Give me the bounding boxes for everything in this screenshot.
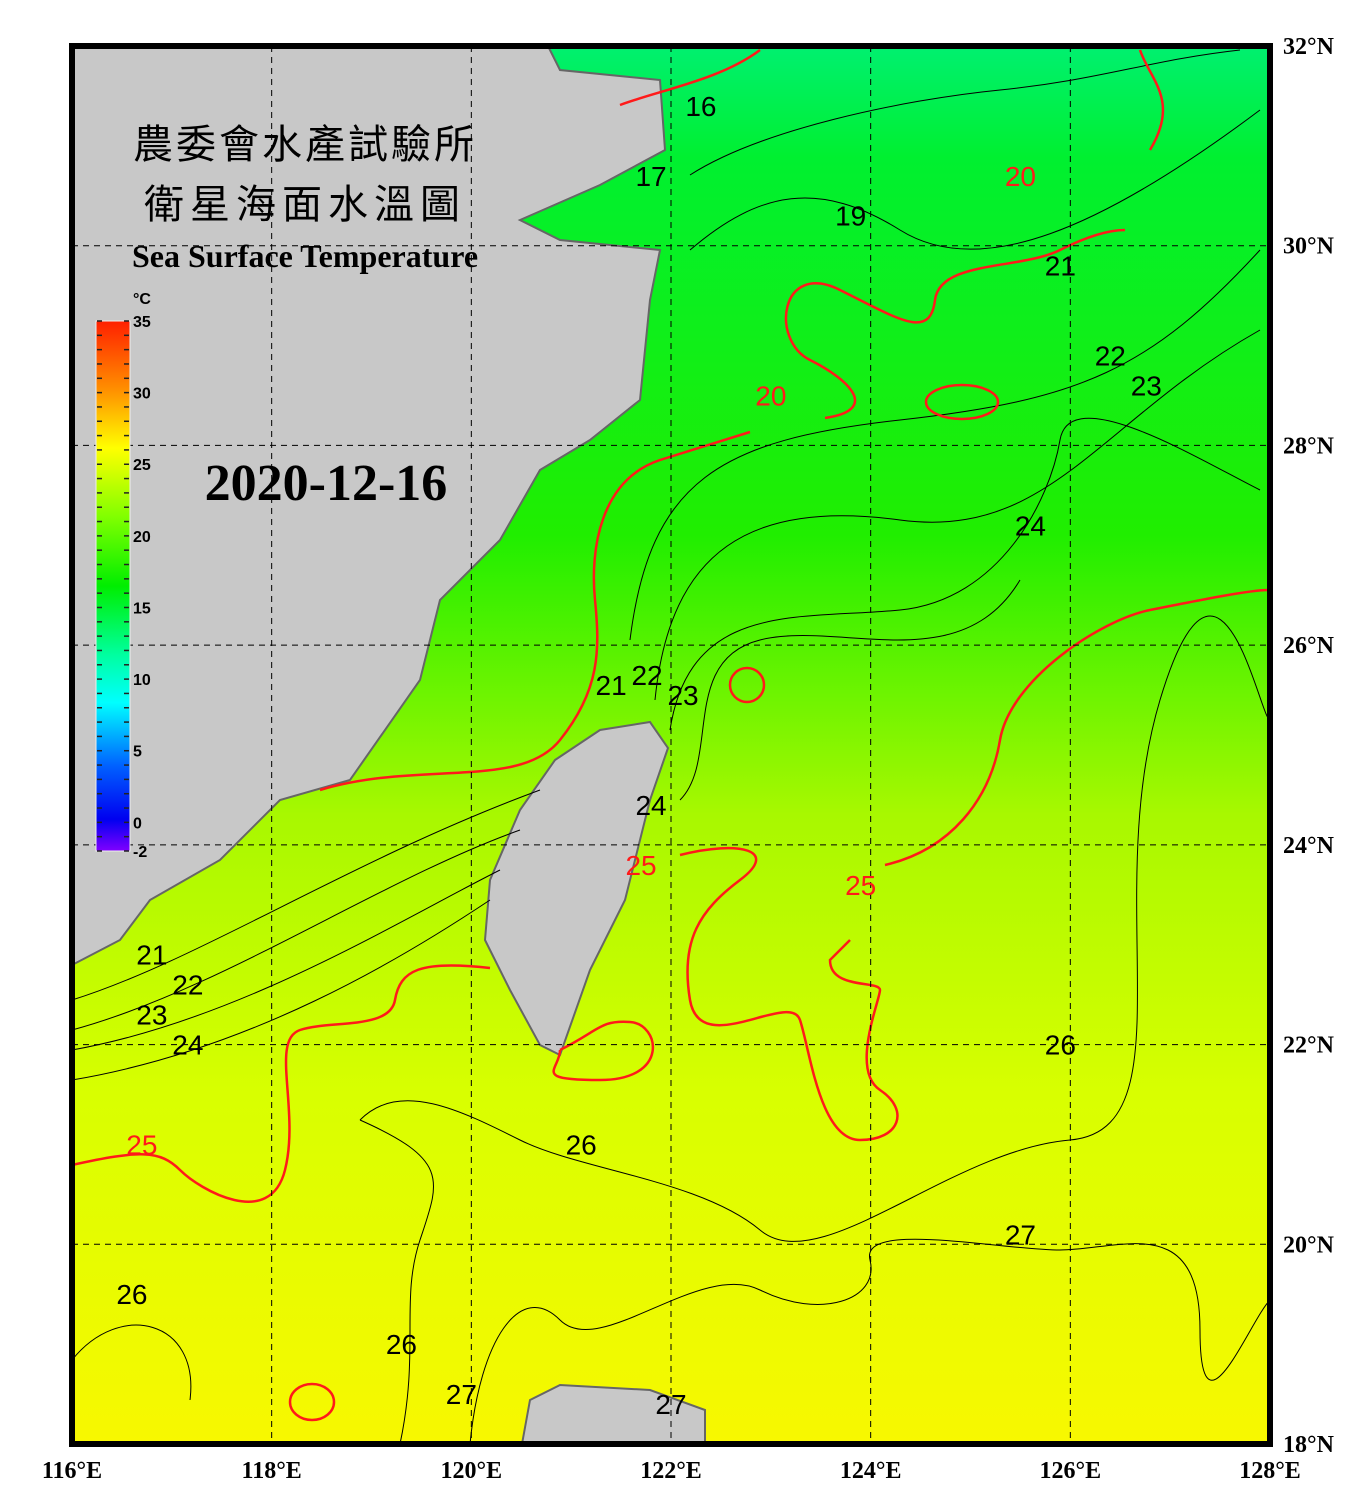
contour-line-20	[924, 383, 1000, 421]
contour-label: 27	[1005, 1219, 1036, 1250]
contour-line-25	[288, 1382, 336, 1422]
contour-line	[669, 417, 1261, 731]
lon-label: 120°E	[441, 1458, 503, 1484]
lat-label: 24°N	[1283, 833, 1335, 859]
lon-label: 122°E	[640, 1458, 702, 1484]
contour-label: 21	[1045, 251, 1076, 282]
colorbar-tick-label: 35	[133, 314, 151, 331]
contour-line	[71, 869, 501, 1051]
contour-line	[359, 615, 1271, 1242]
contour-line	[71, 1324, 192, 1401]
contour-line	[689, 109, 1261, 251]
contour-line-20	[784, 228, 1126, 420]
graticule	[72, 46, 1270, 1444]
lon-label: 126°E	[1040, 1458, 1102, 1484]
contour-line	[654, 329, 1261, 701]
contour-label: 23	[136, 1000, 167, 1031]
colorbar-tick-label: -2	[133, 844, 147, 861]
contour-label: 23	[1131, 371, 1162, 402]
contour-label: 24	[1015, 510, 1046, 541]
contour-label: 25	[625, 850, 656, 881]
colorbar-tick-label: 30	[133, 386, 151, 403]
contour-line-25	[679, 846, 899, 1142]
lat-label: 26°N	[1283, 633, 1335, 659]
colorbar-tick-label: 5	[133, 744, 142, 761]
contour-line	[679, 579, 1021, 801]
contour-label: 22	[1095, 341, 1126, 372]
contour-label: 19	[835, 201, 866, 232]
contour-line	[629, 249, 1261, 641]
colorbar-tick-label: 15	[133, 600, 151, 617]
contour-label: 24	[635, 790, 666, 821]
contour-label: 27	[655, 1389, 686, 1420]
contour-line	[71, 899, 491, 1081]
contour-label: 22	[631, 660, 662, 691]
contour-label: 25	[126, 1129, 157, 1160]
contour-line-20	[619, 48, 761, 107]
contour-line	[469, 1238, 1271, 1445]
map-frame	[69, 43, 1273, 1447]
lon-label: 124°E	[840, 1458, 902, 1484]
contour-label: 17	[635, 161, 666, 192]
colorbar-unit: °C	[133, 291, 151, 308]
colorbar-gradient	[95, 320, 131, 852]
contour-label: 23	[667, 680, 698, 711]
contour-line	[71, 789, 541, 1001]
contour-label: 21	[596, 670, 627, 701]
contour-label: 26	[1045, 1030, 1076, 1061]
contour-label: 16	[685, 91, 716, 122]
colorbar-tick-label: 10	[133, 672, 151, 689]
contour-label: 20	[1005, 161, 1036, 192]
title-chinese-line2: 衛星海面水溫圖	[144, 182, 466, 228]
lon-label: 118°E	[242, 1458, 302, 1484]
title-english: Sea Surface Temperature	[132, 238, 478, 274]
contour-line	[71, 829, 521, 1031]
contour-line	[689, 49, 1241, 176]
lat-label: 28°N	[1283, 433, 1335, 459]
contour-line	[359, 1119, 435, 1445]
land-china	[71, 45, 667, 967]
land-taiwan	[483, 720, 670, 1057]
contour-label: 27	[446, 1379, 477, 1410]
lat-label: 20°N	[1283, 1232, 1335, 1258]
lat-label: 30°N	[1283, 234, 1335, 260]
contour-label: 21	[136, 940, 167, 971]
contour-line-20	[1138, 49, 1165, 151]
contour-line-20	[319, 430, 751, 792]
colorbar-tick-label: 20	[133, 529, 151, 546]
title-chinese-line1: 農委會水產試驗所	[133, 122, 477, 168]
lon-label: 128°E	[1239, 1458, 1301, 1484]
contour-line-25	[884, 588, 1269, 867]
contour-label: 26	[566, 1129, 597, 1160]
colorbar-tick-label: 25	[133, 457, 151, 474]
contour-label: 22	[172, 970, 203, 1001]
contour-label: 25	[845, 870, 876, 901]
contour-line-25	[552, 1020, 655, 1082]
lat-label: 32°N	[1283, 34, 1335, 60]
contour-label: 20	[755, 380, 786, 411]
lat-label: 18°N	[1283, 1432, 1335, 1458]
date-label: 2020-12-16	[205, 455, 448, 512]
contour-line-25	[728, 666, 766, 704]
contour-line-25	[71, 964, 491, 1203]
lon-label: 116°E	[42, 1458, 102, 1484]
colorbar: °C 35 30 25 20 15 10 5 0 -2	[95, 291, 151, 861]
colorbar-tick-label: 0	[133, 815, 142, 832]
contour-label: 26	[116, 1279, 147, 1310]
contour-label: 26	[386, 1329, 417, 1360]
contour-label: 24	[172, 1030, 203, 1061]
lat-label: 22°N	[1283, 1033, 1335, 1059]
